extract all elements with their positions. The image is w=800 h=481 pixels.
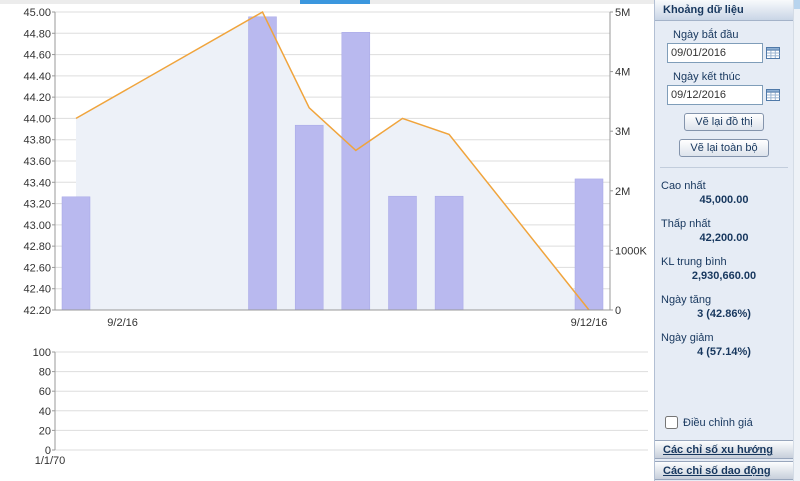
svg-text:0: 0 — [615, 305, 621, 317]
svg-text:9/2/16: 9/2/16 — [107, 317, 138, 329]
start-date-input[interactable] — [667, 43, 763, 63]
avg-volume-label: KL trung bình — [661, 256, 727, 268]
scroll-up-button[interactable] — [794, 0, 800, 9]
end-date-input[interactable] — [667, 85, 763, 105]
active-tab-indicator[interactable] — [300, 0, 370, 4]
tab-strip — [0, 0, 654, 4]
start-date-label: Ngày bắt đầu — [673, 29, 739, 41]
svg-text:80: 80 — [39, 367, 51, 379]
end-date-row — [667, 85, 793, 105]
highest-value: 45,000.00 — [699, 194, 749, 206]
redraw-chart-button[interactable]: Vẽ lại đồ thị — [684, 113, 764, 131]
price-volume-chart: 45.00 44.80 44.60 44.40 44.20 44.00 43.80 43.60… — [0, 4, 654, 334]
svg-text:42.20: 42.20 — [23, 305, 51, 317]
indicator-chart: 100 80 60 40 20 0 1/1/70 — [0, 340, 654, 476]
vertical-scrollbar[interactable] — [793, 0, 800, 481]
svg-text:42.80: 42.80 — [23, 241, 51, 253]
svg-text:20: 20 — [39, 425, 51, 437]
svg-text:43.20: 43.20 — [23, 199, 51, 211]
svg-text:0: 0 — [45, 445, 51, 457]
indicator-chart-svg: 100 80 60 40 20 01/1/70 — [33, 347, 648, 467]
adjust-price-checkbox[interactable] — [665, 416, 678, 429]
volume-bars — [61, 16, 604, 311]
x-axis-label: 1/1/70 — [35, 455, 66, 467]
axes — [52, 11, 613, 311]
redraw-all-button[interactable]: Vẽ lại toàn bộ — [679, 139, 769, 157]
svg-text:100: 100 — [33, 347, 51, 359]
up-days-label: Ngày tăng — [661, 294, 712, 306]
svg-text:3M: 3M — [615, 126, 630, 138]
svg-text:44.40: 44.40 — [23, 71, 51, 83]
svg-text:43.00: 43.00 — [23, 220, 51, 232]
svg-text:4M: 4M — [615, 67, 630, 79]
svg-text:44.00: 44.00 — [23, 113, 51, 125]
svg-text:9/12/16: 9/12/16 — [571, 317, 608, 329]
svg-text:44.60: 44.60 — [23, 50, 51, 62]
svg-text:44.80: 44.80 — [23, 28, 51, 40]
calendar-icon[interactable] — [766, 46, 781, 60]
svg-text:42.40: 42.40 — [23, 284, 51, 296]
calendar-icon[interactable] — [766, 88, 781, 102]
svg-text:40: 40 — [39, 406, 51, 418]
svg-text:43.40: 43.40 — [23, 177, 51, 189]
price-volume-chart-svg: 45.00 44.80 44.60 44.40 44.20 44.00 43.80 43.60… — [23, 7, 647, 329]
adjust-price-label: Điều chỉnh giá — [683, 416, 753, 429]
svg-text:5M: 5M — [615, 7, 630, 19]
oscillator-indicators-accordion[interactable]: Các chỉ số dao động — [655, 461, 793, 480]
svg-text:43.80: 43.80 — [23, 135, 51, 147]
svg-text:45.00: 45.00 — [23, 7, 51, 19]
start-date-row — [667, 43, 793, 63]
lowest-value: 42,200.00 — [699, 232, 749, 244]
data-range-panel: Khoảng dữ liệu Ngày bắt đầu Ngày kết thú… — [654, 0, 793, 481]
svg-text:60: 60 — [39, 386, 51, 398]
svg-text:2M: 2M — [615, 186, 630, 198]
price-line — [75, 10, 590, 311]
svg-text:42.60: 42.60 — [23, 262, 51, 274]
adjust-price-row: Điều chỉnh giá — [665, 416, 753, 429]
svg-text:1000K: 1000K — [615, 245, 647, 257]
divider — [660, 167, 788, 168]
trend-indicators-accordion[interactable]: Các chỉ số xu hướng — [655, 440, 793, 459]
panel-title: Khoảng dữ liệu — [655, 0, 793, 21]
down-days-value: 4 (57.14%) — [697, 346, 751, 358]
avg-volume-value: 2,930,660.00 — [691, 270, 757, 282]
svg-text:44.20: 44.20 — [23, 92, 51, 104]
svg-text:43.60: 43.60 — [23, 156, 51, 168]
down-days-label: Ngày giảm — [661, 332, 714, 344]
end-date-label: Ngày kết thúc — [673, 71, 741, 83]
axis-labels: 45.00 44.80 44.60 44.40 44.20 44.00 43.80 43.60… — [23, 7, 647, 329]
lowest-label: Thấp nhất — [661, 218, 711, 230]
up-days-value: 3 (42.86%) — [697, 308, 751, 320]
highest-label: Cao nhất — [661, 180, 706, 192]
